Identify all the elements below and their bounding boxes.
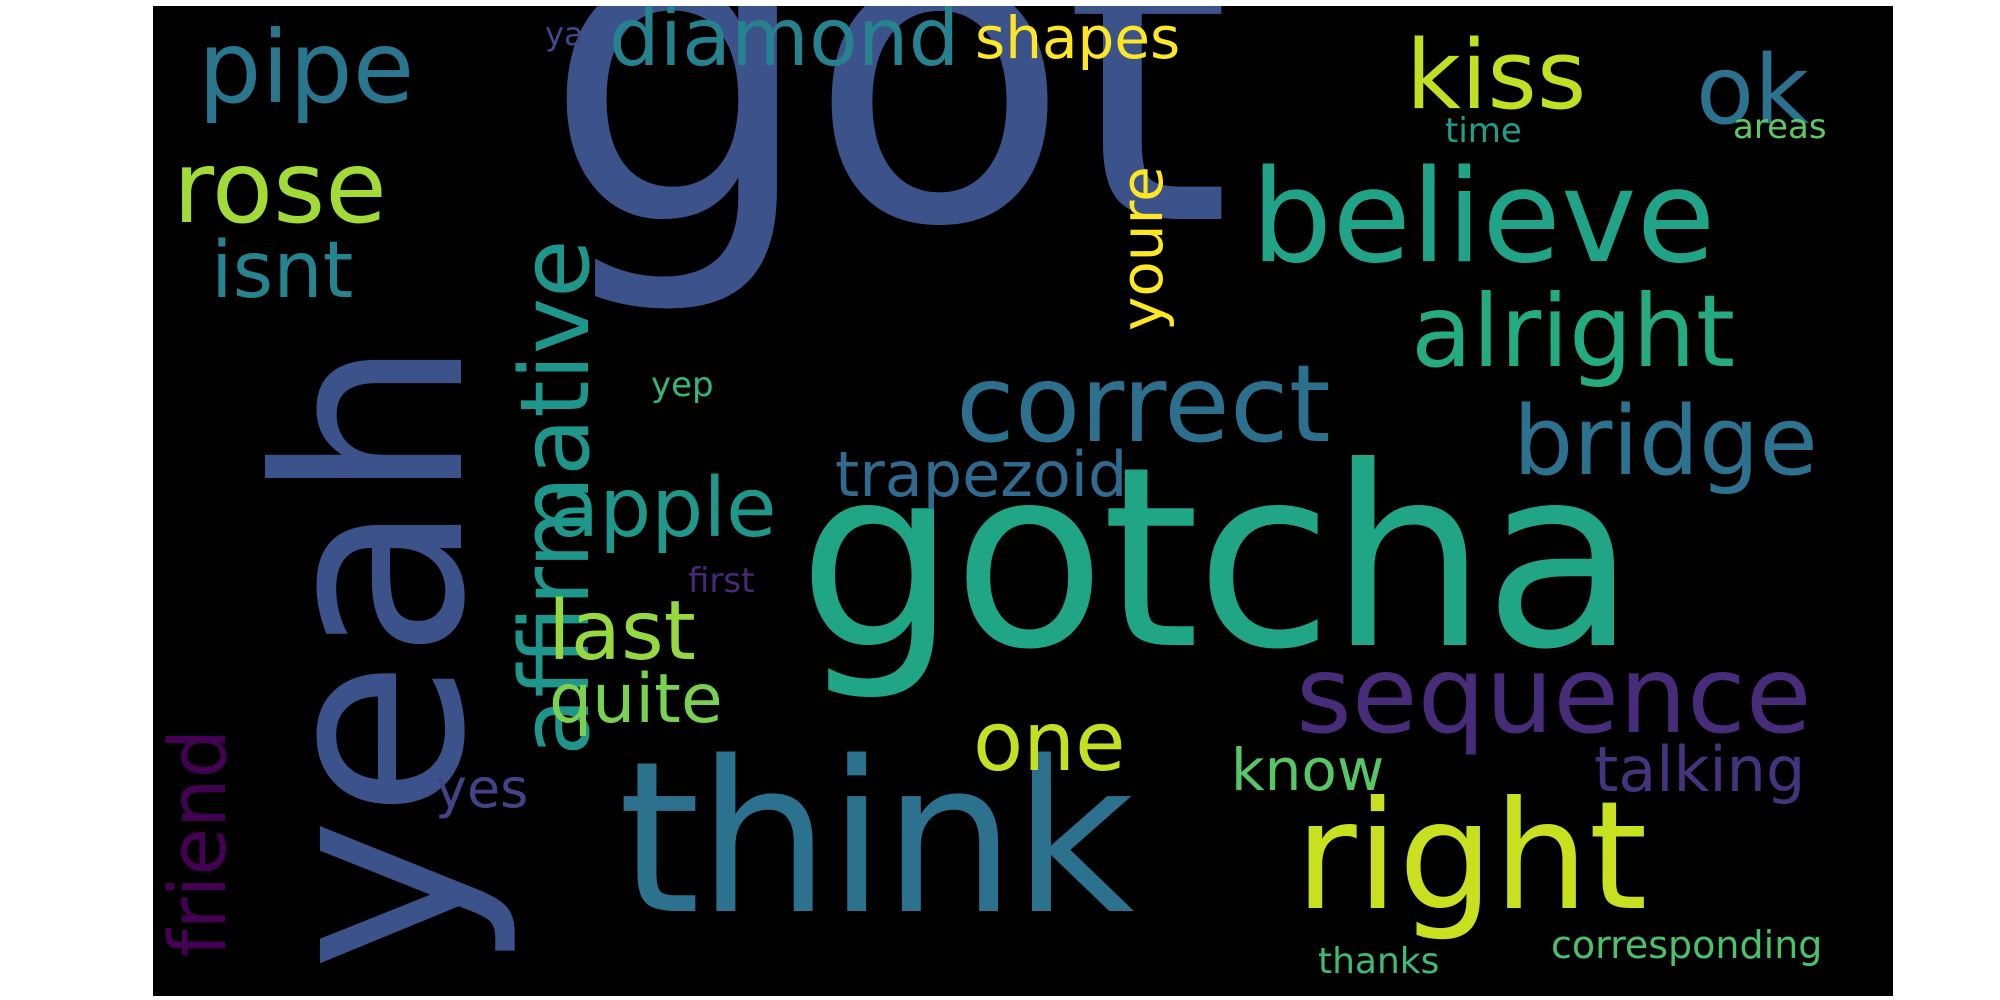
word-think: think — [618, 716, 1134, 961]
word-kiss: kiss — [1406, 21, 1587, 131]
word-gotcha: gotcha — [798, 413, 1637, 704]
word-know: know — [1231, 736, 1385, 804]
word-last: last — [548, 584, 696, 679]
word-diamond: diamond — [609, 6, 960, 84]
word-youre: youre — [1108, 166, 1176, 331]
word-corresponding: corresponding — [1551, 923, 1823, 967]
word-ok: ok — [1696, 36, 1810, 146]
word-got: got — [543, 6, 1232, 321]
word-bridge: bridge — [1513, 387, 1818, 497]
word-sequence: sequence — [1296, 634, 1812, 758]
word-cloud: got gotcha yeah think believe right sequ… — [153, 6, 1893, 996]
word-right: right — [1295, 770, 1648, 944]
word-correct: correct — [956, 343, 1331, 467]
word-thanks: thanks — [1318, 941, 1440, 982]
word-believe: believe — [1251, 143, 1716, 292]
word-alright: alright — [1411, 273, 1736, 390]
word-shapes: shapes — [975, 6, 1181, 72]
word-time: time — [1445, 111, 1522, 151]
word-yeah: yeah — [222, 337, 522, 971]
word-pipe: pipe — [198, 9, 415, 126]
word-yep: yep — [651, 365, 714, 405]
word-areas: areas — [1733, 107, 1827, 147]
word-trapezoid: trapezoid — [835, 438, 1128, 511]
word-first: first — [688, 561, 755, 601]
word-friend: friend — [154, 728, 244, 957]
word-yes: yes — [435, 757, 529, 820]
word-isnt: isnt — [211, 226, 354, 316]
word-apple: apple — [549, 461, 777, 556]
word-one: one — [973, 695, 1126, 790]
word-quite: quite — [549, 660, 723, 739]
word-rose: rose — [173, 129, 387, 246]
word-ya: ya — [545, 15, 584, 53]
word-talking: talking — [1594, 733, 1806, 806]
